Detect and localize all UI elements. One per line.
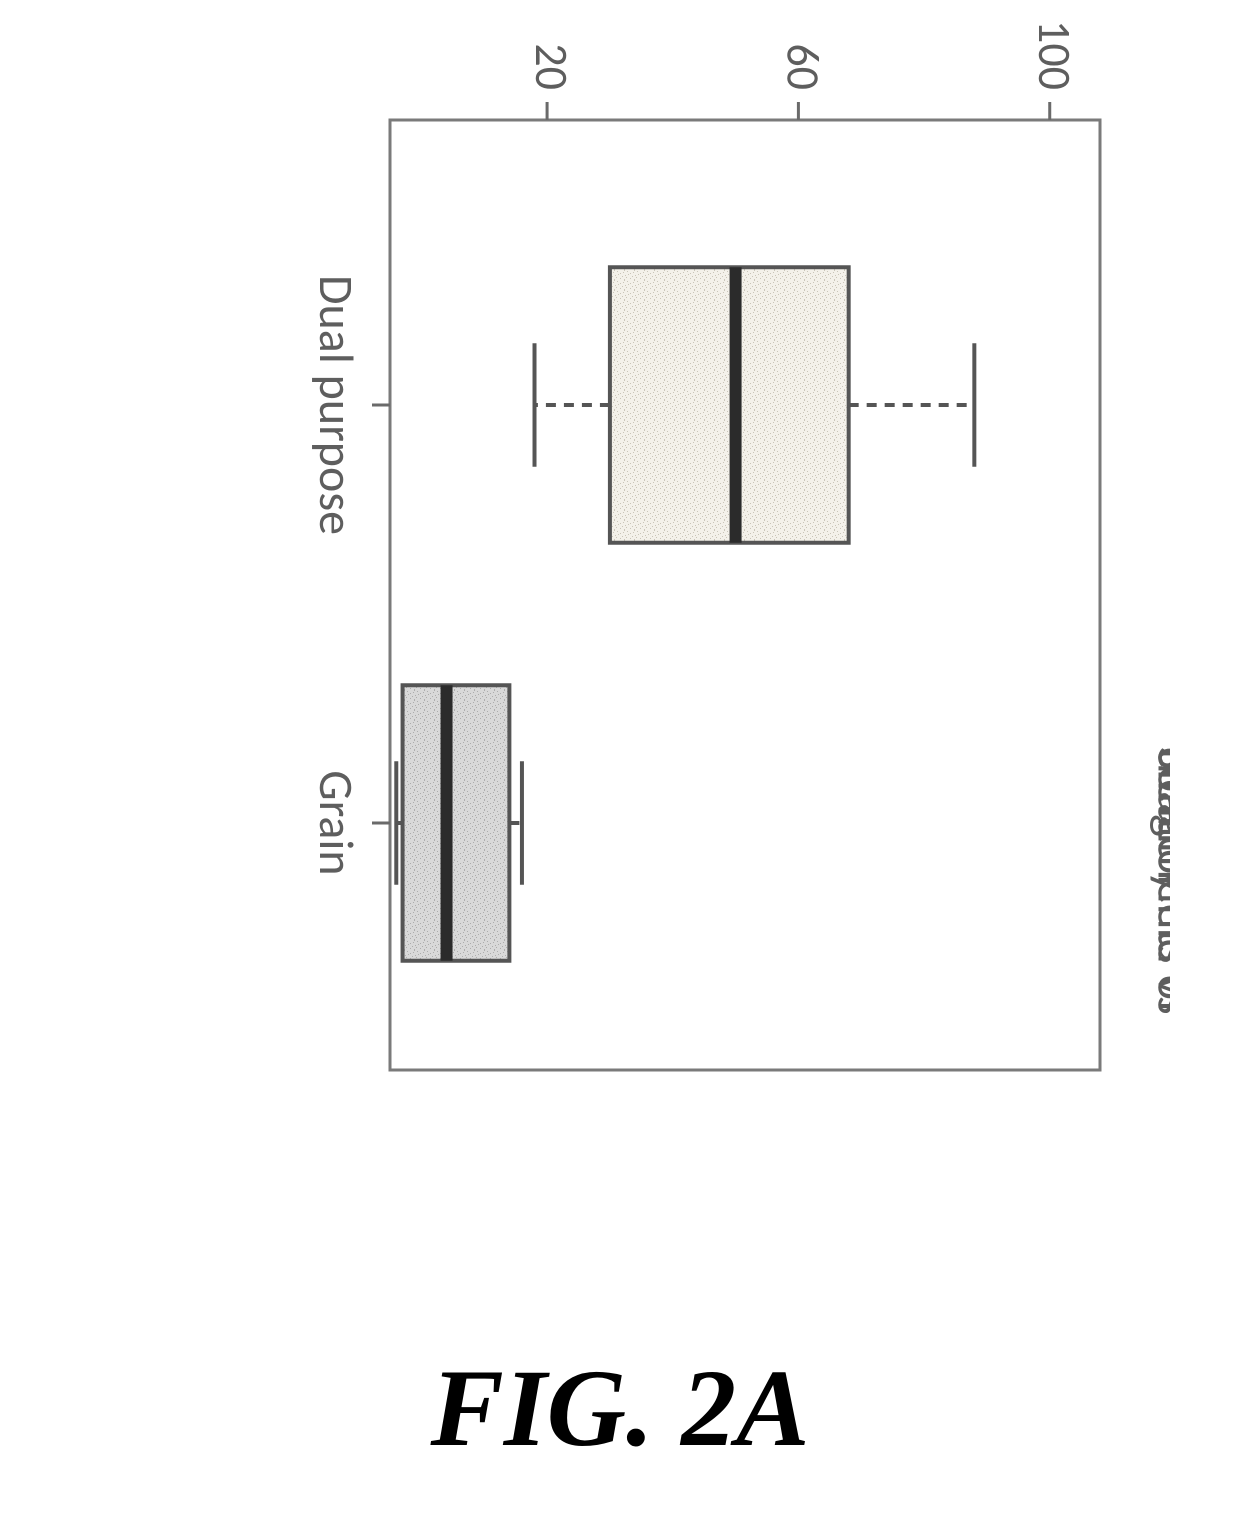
- chart-title-line: control: [1146, 747, 1170, 885]
- y-tick-label: 60: [774, 43, 830, 90]
- iqr-box: [610, 267, 849, 543]
- y-axis-title: % improvementover control: [555, 0, 864, 1]
- iqr-box: [403, 685, 510, 961]
- x-category-label: Grain: [307, 770, 366, 875]
- boxplot-chart: 20 60 100 % improvementover control Dual pur…: [70, 0, 1170, 1220]
- y-tick-label: 20: [523, 43, 579, 90]
- figure-caption: FIG. 2A: [0, 1345, 1240, 1472]
- y-axis-title-line: over control: [591, 0, 827, 1]
- y-tick-label: 100: [1026, 20, 1082, 90]
- boxplot-grain: [396, 685, 522, 961]
- x-category-label: Dual purpose: [307, 275, 366, 535]
- chart-background: [70, 0, 1170, 1220]
